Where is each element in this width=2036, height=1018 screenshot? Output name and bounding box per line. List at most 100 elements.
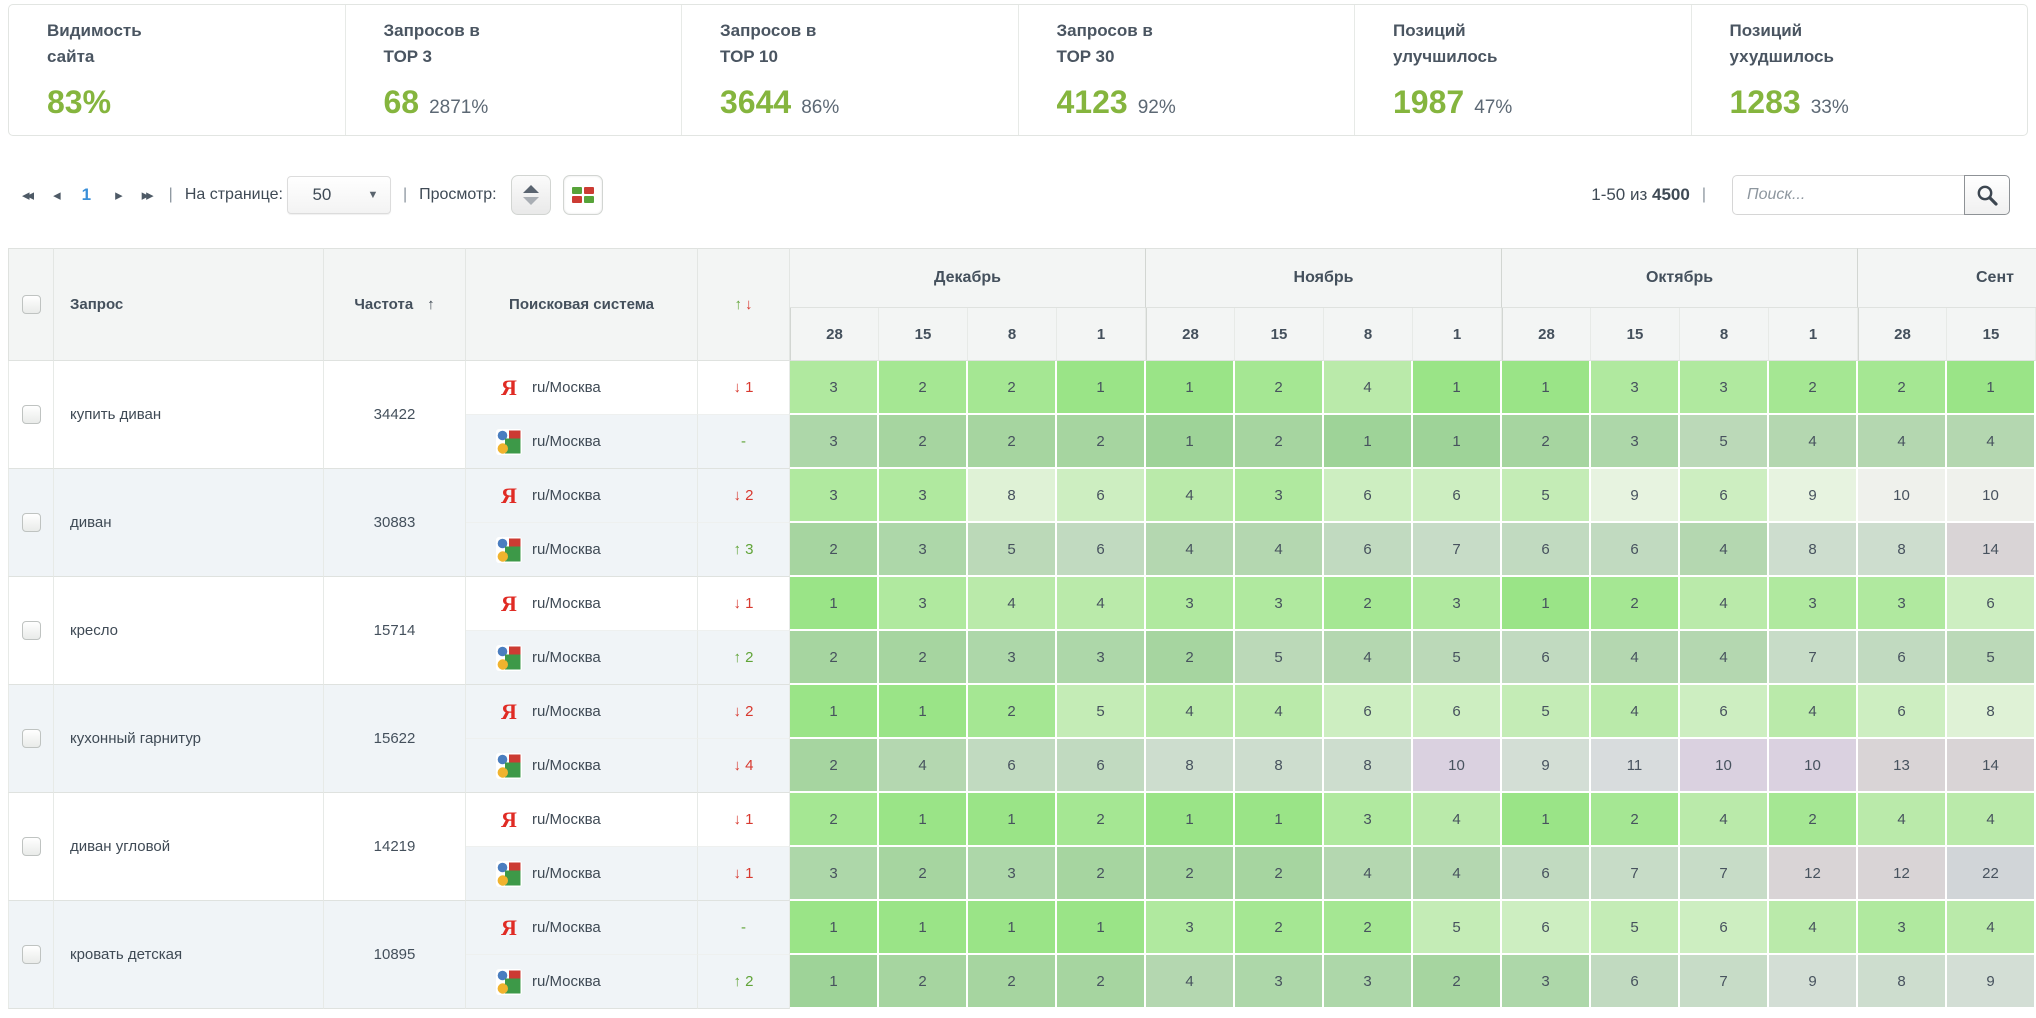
stat-label: Позиций улучшилось [1393,21,1498,66]
position-cell: 22 [1947,847,2036,901]
prev-page-button[interactable]: ◂ [53,187,60,204]
yandex-icon: Я [501,806,517,832]
position-cell: 5 [1413,631,1502,685]
date-header[interactable]: 15 [1235,308,1324,361]
position-cell: 4 [1146,469,1235,523]
position-cell: 2 [1057,955,1146,1009]
positions-table: Запрос Частота ↑ Поисковая система ↑ ↓ Дек… [8,248,2036,1009]
engine-region: ru/Москва [532,865,601,882]
column-header-frequency: Частота ↑ [324,248,466,361]
table-row: ru/Москва ↓ 1 3 2 3 2 2 2 4 4 6 7 7 12 12 22 [8,847,2036,901]
change-cell: ↓ 1 [698,577,790,631]
query-cell: диван угловой [54,793,324,901]
table-row: ru/Москва ↓ 4 2 4 6 6 8 8 8 10 9 11 10 10 13 14 [8,739,2036,793]
date-header[interactable]: 1 [1769,308,1858,361]
grid-view-button[interactable] [562,175,603,215]
row-select-cell [8,361,54,469]
pager: ◂◂ ◂ 1 ▸ ▸▸ [8,182,157,208]
date-header[interactable]: 8 [1680,308,1769,361]
toolbar: ◂◂ ◂ 1 ▸ ▸▸ | На странице: 50 ▼ | Просмо… [8,172,2010,218]
current-page[interactable]: 1 [81,185,92,204]
date-header[interactable]: 15 [1591,308,1680,361]
date-header[interactable]: 1 [1413,308,1502,361]
toolbar-right: 1-50 из 4500 | [1591,175,2010,215]
position-cell: 1 [879,793,968,847]
results-total: 4500 [1652,185,1690,204]
row-select-cell [8,901,54,1009]
stat-value: 1283 [1729,84,1801,120]
position-cell: 4 [1947,415,2036,469]
row-checkbox[interactable] [21,513,41,532]
select-all-checkbox[interactable] [21,295,41,314]
position-cell: 5 [1235,631,1324,685]
position-cell: 5 [1057,685,1146,739]
date-header[interactable]: 15 [879,308,968,361]
change-value: ↑ 3 [733,541,754,558]
column-header-query: Запрос [54,248,324,361]
date-header[interactable]: 1 [1057,308,1146,361]
position-cell: 2 [1235,415,1324,469]
last-page-button[interactable]: ▸▸ [141,187,154,204]
position-cell: 3 [1146,577,1235,631]
date-header[interactable]: 28 [790,308,879,361]
row-checkbox[interactable] [21,405,41,424]
google-icon [496,968,522,995]
engine-cell: Я ru/Москва [466,793,698,847]
position-cell: 6 [1502,631,1591,685]
position-cell: 6 [1680,901,1769,955]
position-cell: 6 [1502,901,1591,955]
row-select-cell [8,793,54,901]
google-icon [496,644,522,671]
position-cell: 3 [968,847,1057,901]
change-cell: - [698,901,790,955]
date-header[interactable]: 28 [1146,308,1235,361]
position-cell: 5 [1947,631,2036,685]
query-cell: кухонный гарнитур [54,685,324,793]
change-cell: ↓ 2 [698,469,790,523]
column-header-change: ↑ ↓ [698,248,790,361]
position-cell: 6 [1680,685,1769,739]
date-header[interactable]: 15 [1947,308,2036,361]
next-page-button[interactable]: ▸ [115,187,122,204]
per-page-select[interactable]: 50 ▼ [286,176,391,214]
row-checkbox[interactable] [21,729,41,748]
date-header[interactable]: 8 [1324,308,1413,361]
change-value: ↑ 2 [733,973,754,990]
chevron-down-icon: ▼ [367,189,379,201]
change-cell: ↓ 1 [698,793,790,847]
change-value: ↓ 1 [733,595,754,612]
position-cell: 1 [1057,901,1146,955]
position-cell: 1 [1502,793,1591,847]
position-cell: 3 [1324,955,1413,1009]
change-value: ↑ 2 [733,649,754,666]
position-cell: 1 [1413,361,1502,415]
search-input[interactable] [1732,175,1964,215]
position-cell: 7 [1680,955,1769,1009]
search-button[interactable] [1964,175,2010,215]
row-checkbox[interactable] [21,621,41,640]
month-header: Декабрь [790,248,1146,308]
position-cell: 4 [1146,685,1235,739]
row-checkbox[interactable] [21,945,41,964]
position-cell: 3 [1591,361,1680,415]
position-cell: 4 [879,739,968,793]
position-cell: 6 [1057,469,1146,523]
date-header[interactable]: 28 [1502,308,1591,361]
frequency-cell: 15714 [324,577,466,685]
position-cell: 4 [1680,793,1769,847]
date-header[interactable]: 8 [968,308,1057,361]
stat-sub-value: 47% [1474,97,1513,118]
date-header[interactable]: 28 [1858,308,1947,361]
position-cell: 4 [1146,955,1235,1009]
position-cell: 3 [1413,577,1502,631]
row-checkbox[interactable] [21,837,41,856]
position-cell: 5 [1680,415,1769,469]
sort-asc-icon[interactable]: ↑ [427,296,435,313]
first-page-button[interactable]: ◂◂ [22,187,34,204]
position-cell: 4 [968,577,1057,631]
sort-view-button[interactable] [510,175,551,215]
position-cell: 3 [790,469,879,523]
